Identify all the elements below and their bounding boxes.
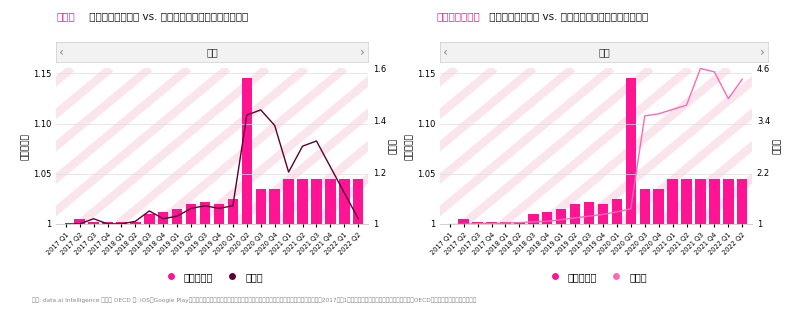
Bar: [556, 209, 566, 311]
Y-axis label: 可処分所得: 可処分所得: [21, 133, 30, 160]
Y-axis label: アプリ: アプリ: [773, 138, 782, 154]
Bar: [514, 222, 525, 311]
Bar: [682, 179, 692, 311]
Bar: [270, 189, 280, 311]
Bar: [283, 179, 294, 311]
Bar: [88, 222, 99, 311]
Text: ›: ›: [360, 46, 365, 58]
Text: 日本: 日本: [206, 47, 218, 57]
Bar: [695, 179, 706, 311]
Bar: [144, 214, 154, 311]
Text: ゲーム: ゲーム: [56, 11, 74, 21]
Bar: [186, 204, 196, 311]
Bar: [737, 179, 747, 311]
Bar: [570, 204, 580, 311]
Bar: [584, 202, 594, 311]
Text: 消費者支出の増減 vs. 可処分所得の増減インデックス: 消費者支出の増減 vs. 可処分所得の増減インデックス: [486, 11, 648, 21]
Bar: [500, 222, 510, 311]
Bar: [242, 78, 252, 311]
Bar: [214, 204, 224, 311]
Bar: [486, 222, 497, 311]
Bar: [445, 227, 455, 311]
Bar: [200, 202, 210, 311]
Bar: [667, 179, 678, 311]
Bar: [130, 222, 141, 311]
Text: 非ゲームアプリ: 非ゲームアプリ: [436, 11, 480, 21]
Text: 消費者支出の増減 vs. 可処分所得の増減インデックス: 消費者支出の増減 vs. 可処分所得の増減インデックス: [86, 11, 249, 21]
Bar: [612, 199, 622, 311]
Y-axis label: 可処分所得: 可処分所得: [405, 133, 414, 160]
Bar: [542, 212, 553, 311]
Bar: [458, 219, 469, 311]
Bar: [158, 212, 169, 311]
Text: ›: ›: [760, 46, 765, 58]
Bar: [528, 214, 538, 311]
Text: ‹: ‹: [59, 46, 64, 58]
Bar: [255, 189, 266, 311]
Bar: [723, 179, 734, 311]
Bar: [353, 179, 363, 311]
Bar: [61, 227, 71, 311]
Bar: [598, 204, 608, 311]
Bar: [472, 222, 483, 311]
Bar: [102, 222, 113, 311]
Bar: [311, 179, 322, 311]
Bar: [116, 222, 126, 311]
Bar: [709, 179, 720, 311]
Bar: [639, 189, 650, 311]
Text: 出所: data.ai Intelligence および OECD 注: iOS、Google Playの消費者支出。支出はグロス・アプリストアによるパーセンテ: 出所: data.ai Intelligence および OECD 注: iOS…: [32, 298, 476, 303]
Bar: [626, 78, 636, 311]
Bar: [228, 199, 238, 311]
Bar: [74, 219, 85, 311]
Bar: [654, 189, 664, 311]
Bar: [325, 179, 336, 311]
Legend: 可処分所得, アプリ: 可処分所得, アプリ: [546, 272, 646, 282]
Text: ‹: ‹: [443, 46, 448, 58]
Bar: [298, 179, 308, 311]
Y-axis label: ゲーム: ゲーム: [389, 138, 398, 154]
Text: 日本: 日本: [598, 47, 610, 57]
Bar: [339, 179, 350, 311]
Bar: [172, 209, 182, 311]
Legend: 可処分所得, ゲーム: 可処分所得, ゲーム: [162, 272, 262, 282]
